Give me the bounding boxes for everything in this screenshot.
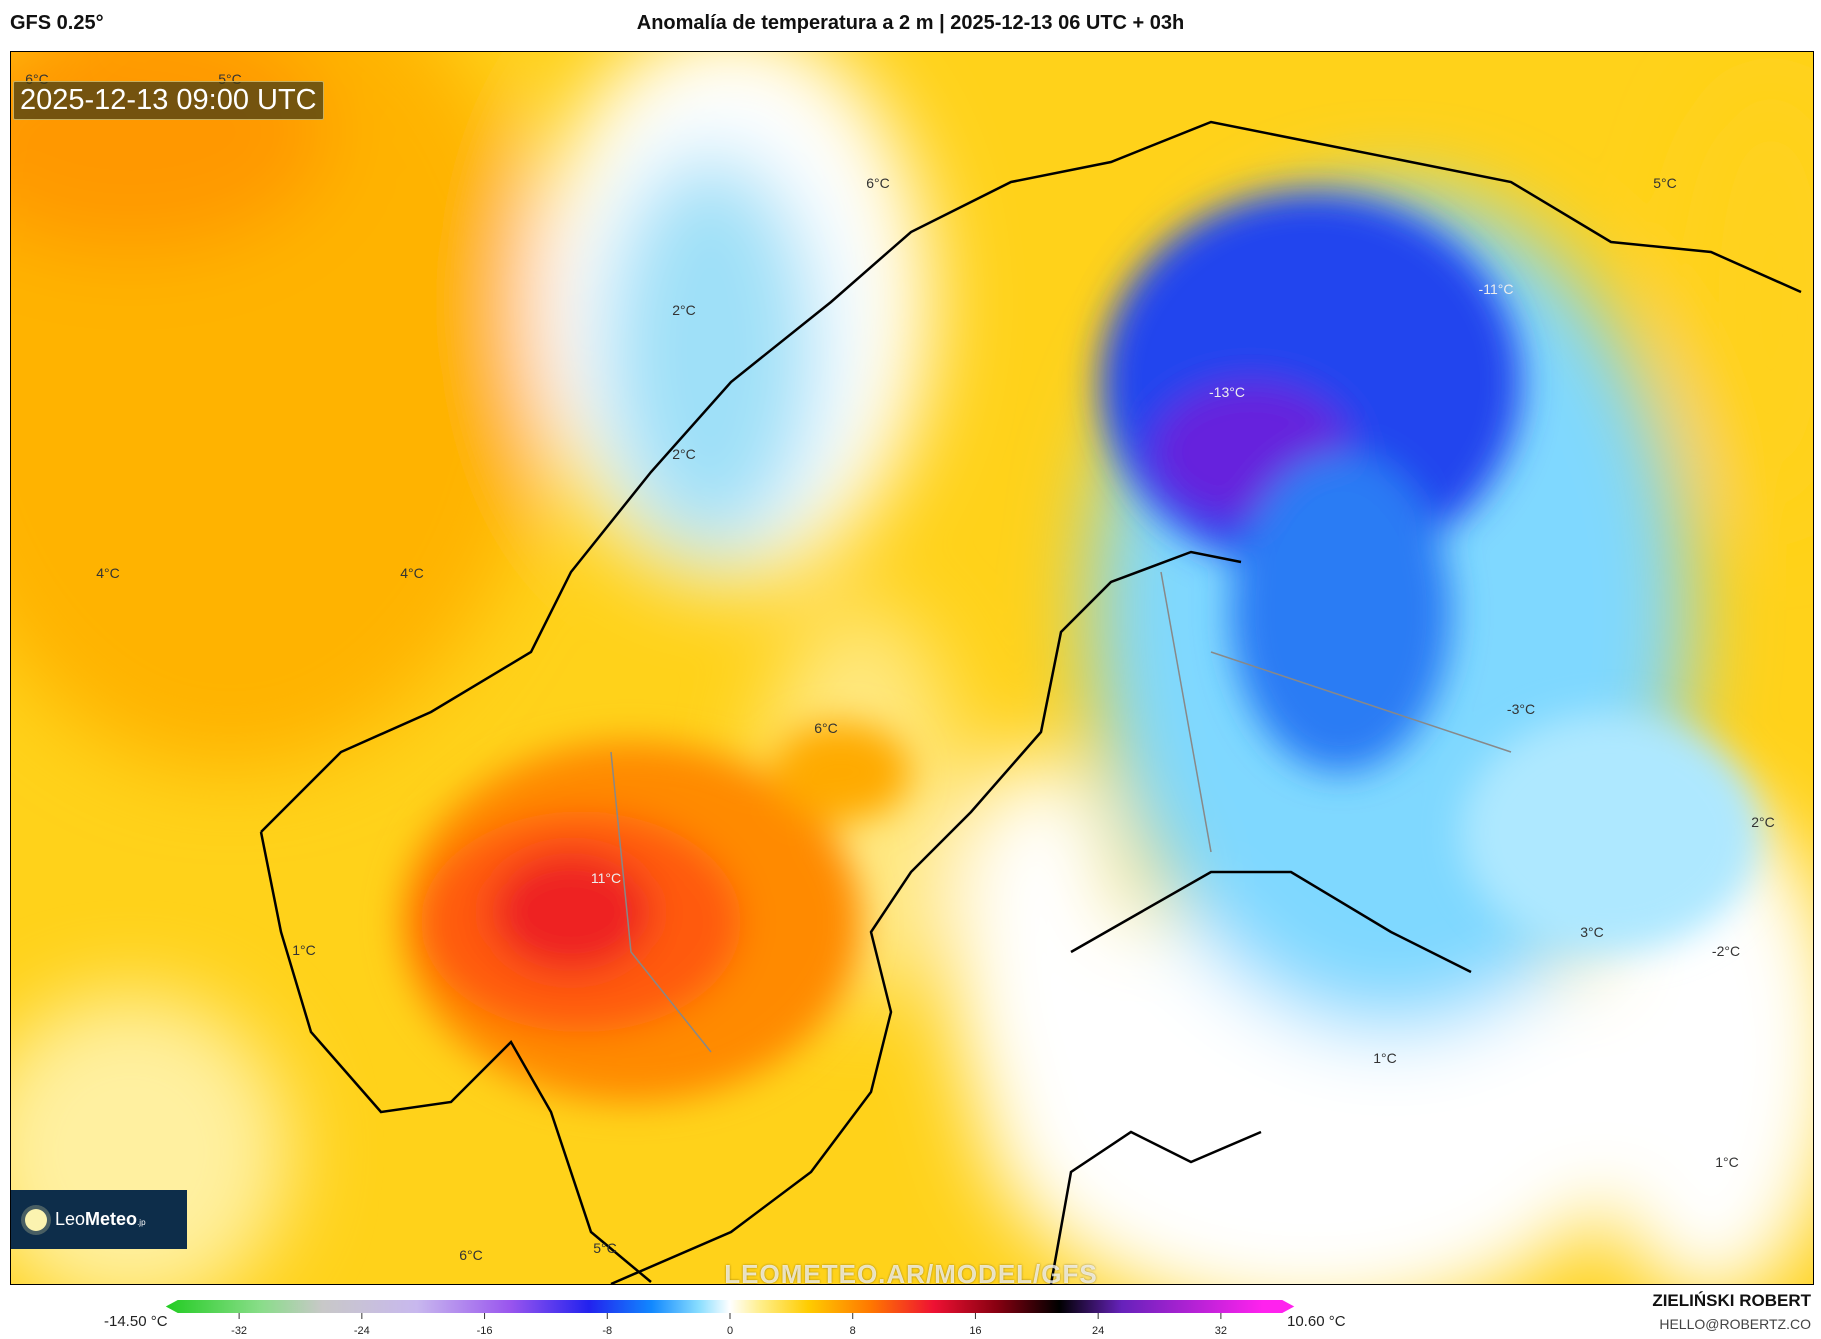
colorbar-tick-label: -16	[476, 1325, 493, 1337]
colorbar-tick-label: 24	[1092, 1325, 1105, 1337]
map-label: 2°C	[672, 446, 696, 462]
coastline	[259, 120, 1802, 1284]
map-label: 6°C	[459, 1247, 483, 1263]
colorbar-tick-label: 16	[969, 1325, 982, 1337]
colorbar-min-label: -14.50 °C	[104, 1313, 168, 1330]
watermark: LEOMETEO.AR/MODEL/GFS	[724, 1259, 1098, 1285]
model-name: GFS 0.25°	[10, 12, 104, 34]
colorbar-tick-label: 8	[849, 1325, 856, 1337]
map-label: 2°C	[672, 302, 696, 318]
colorbar-tick-label: -24	[353, 1325, 370, 1337]
map-label: 5°C	[593, 1240, 617, 1256]
map-label: 1°C	[292, 942, 316, 958]
colorbar-tick-label: -8	[602, 1325, 613, 1337]
map-label: -3°C	[1506, 701, 1536, 717]
valid-time-badge: 2025-12-13 09:00 UTC	[13, 81, 324, 120]
map-label: 2°C	[1751, 814, 1775, 830]
colorbar-tick-label: 32	[1214, 1325, 1227, 1337]
map-label: -13°C	[1209, 384, 1245, 400]
map-label: -2°C	[1711, 943, 1741, 959]
temperature-field	[11, 52, 1813, 1284]
leometeo-logo[interactable]: Leo Meteo .jp	[11, 1190, 187, 1249]
map-label: 6°C	[866, 175, 890, 191]
map-label: 6°C	[814, 720, 838, 736]
colorbar-max-label: 10.60 °C	[1287, 1313, 1346, 1330]
map-label: 11°C	[590, 870, 622, 886]
colorbar-tick-label: -32	[231, 1325, 248, 1337]
author-name: ZIELIŃSKI ROBERT	[1652, 1291, 1811, 1310]
map-label: 4°C	[400, 565, 424, 581]
sun-icon	[25, 1208, 47, 1231]
map-label: 3°C	[1580, 924, 1604, 940]
colorbar-tick-label: 0	[726, 1325, 734, 1337]
colorbar	[165, 1300, 1295, 1319]
map-label: -11°C	[1478, 281, 1514, 297]
chart-title: Anomalía de temperatura a 2 m | 2025-12-…	[636, 12, 1185, 34]
map-label: 1°C	[1373, 1050, 1397, 1066]
map-label: 5°C	[1653, 175, 1677, 191]
map: 6°C 5°C 6°C 2°C 2°C 4°C 4°C 6°C 11°C 1°C…	[10, 51, 1814, 1285]
map-label: 4°C	[96, 565, 120, 581]
author-email[interactable]: HELLO@ROBERTZ.CO	[1659, 1316, 1811, 1332]
map-label: 1°C	[1715, 1154, 1739, 1170]
colorbar-bar	[165, 1300, 1295, 1313]
